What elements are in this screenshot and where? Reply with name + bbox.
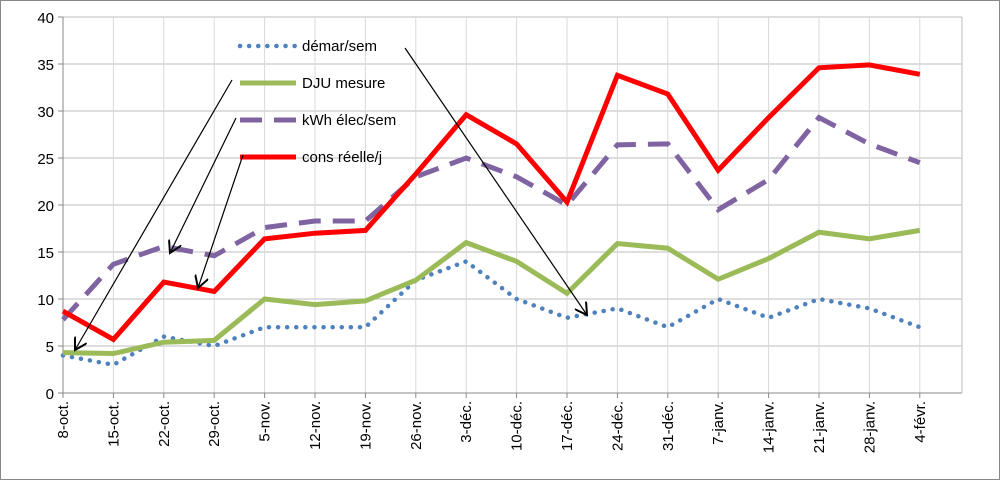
arrow [198, 154, 244, 288]
y-tick-label: 40 [37, 10, 54, 27]
annotation-arrows [75, 47, 587, 350]
legend-label: DJU mesure [302, 75, 385, 92]
y-tick-label: 10 [37, 292, 54, 309]
x-tick-label: 7-janv. [710, 401, 727, 445]
x-tick-label: 31-déc. [660, 401, 677, 451]
x-tick-label: 24-déc. [609, 401, 626, 451]
x-tick-label: 12-nov. [307, 401, 324, 450]
x-tick-label: 29-oct. [206, 401, 223, 447]
x-tick-label: 5-nov. [257, 401, 274, 442]
y-tick-label: 25 [37, 151, 54, 168]
arrow [404, 47, 587, 315]
x-tick-label: 28-janv. [861, 401, 878, 453]
x-tick-label: 26-nov. [408, 401, 425, 450]
legend-label: kWh élec/sem [302, 112, 396, 129]
arrow [75, 79, 233, 350]
y-tick-label: 35 [37, 57, 54, 74]
x-tick-label: 3-déc. [458, 401, 475, 443]
series-line [61, 62, 921, 343]
legend: démar/sem DJU mesure kWh élec/sem cons réel… [237, 38, 396, 166]
x-tick-label: 4-févr. [912, 401, 929, 443]
legend-label: démar/sem [302, 38, 377, 55]
x-tick-label: 8-oct. [55, 401, 72, 439]
x-tick-label: 15-oct. [105, 401, 122, 447]
x-tick-label: 14-janv. [761, 401, 778, 453]
y-tick-label: 20 [37, 198, 54, 215]
arrow [170, 117, 237, 253]
x-tick-label: 19-nov. [357, 401, 374, 450]
y-tick-label: 0 [46, 386, 54, 403]
series-line [62, 227, 921, 357]
x-tick-label: 10-déc. [509, 401, 526, 451]
x-tick-label: 17-déc. [559, 401, 576, 451]
y-tick-label: 5 [46, 339, 54, 356]
y-tick-label: 15 [37, 245, 54, 262]
y-tick-label: 30 [37, 104, 54, 121]
legend-label: cons réelle/j [302, 149, 382, 166]
x-tick-label: 22-oct. [156, 401, 173, 447]
series-line [61, 114, 921, 322]
x-tick-label: 21-janv. [811, 401, 828, 453]
